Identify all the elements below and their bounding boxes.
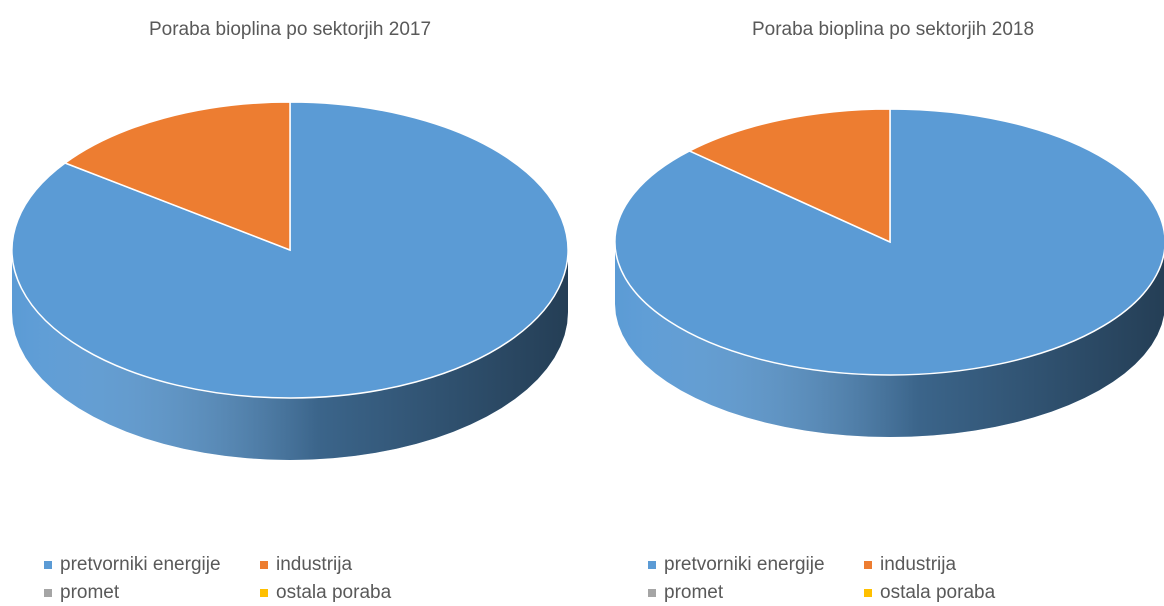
legend-label: pretvorniki energije (664, 554, 825, 575)
legend-label: industrija (880, 554, 956, 575)
pie-slice (63, 101, 291, 252)
legend-swatch (260, 589, 268, 597)
legend-swatch (260, 561, 268, 569)
legend-label: pretvorniki energije (60, 554, 221, 575)
legend-label: industrija (276, 554, 352, 575)
pie-side-shade (615, 242, 1164, 437)
chart-title: Poraba bioplina po sektorjih 2017 (149, 19, 431, 40)
legend-swatch (648, 589, 656, 597)
legend-swatch (44, 561, 52, 569)
legend-swatch (44, 589, 52, 597)
legend-label: promet (60, 582, 120, 603)
legend-swatch (864, 561, 872, 569)
pie-side-shade (12, 250, 568, 460)
legend-label: ostala poraba (276, 582, 392, 603)
pie-slice (687, 108, 891, 244)
legend-swatch (864, 589, 872, 597)
legend-label: ostala poraba (880, 582, 996, 603)
legend-label: promet (664, 582, 724, 603)
legend-swatch (648, 561, 656, 569)
chart-title: Poraba bioplina po sektorjih 2018 (752, 19, 1034, 40)
